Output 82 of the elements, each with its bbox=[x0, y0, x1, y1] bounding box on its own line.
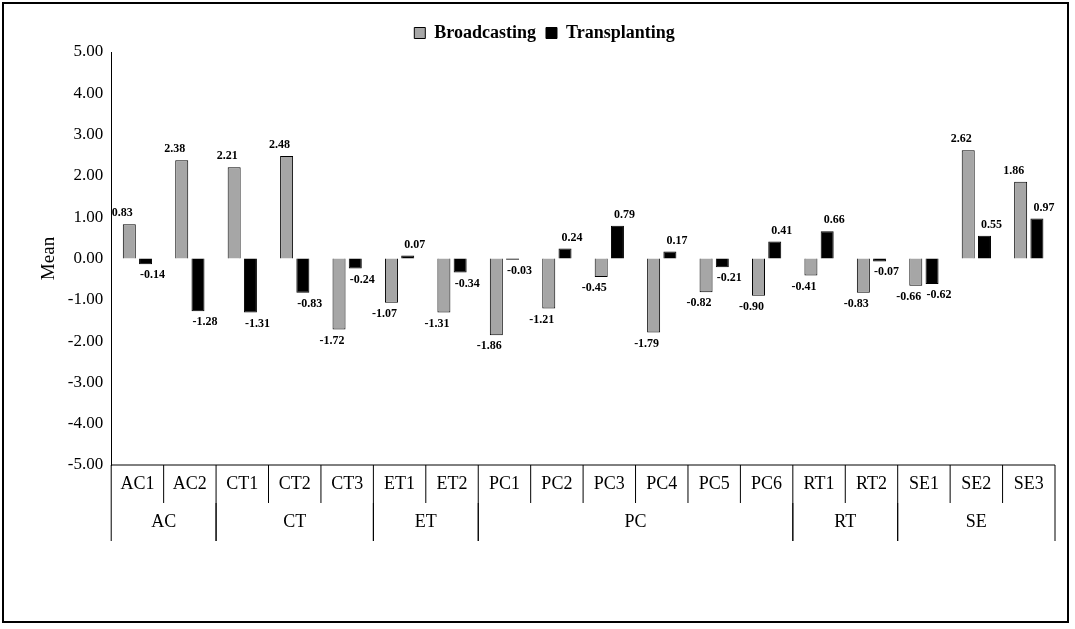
data-label: -0.34 bbox=[454, 275, 480, 290]
text: CT bbox=[283, 510, 307, 531]
legend-label: Broadcasting bbox=[434, 21, 536, 42]
data-label: -1.86 bbox=[476, 338, 502, 353]
data-label: -1.28 bbox=[192, 314, 218, 329]
data-label: -0.24 bbox=[349, 271, 375, 286]
data-label: 2.48 bbox=[269, 137, 291, 152]
data-label: -0.21 bbox=[716, 270, 742, 285]
data-label: -0.62 bbox=[926, 287, 952, 302]
bar bbox=[191, 258, 205, 312]
bar bbox=[296, 258, 310, 293]
text: RT bbox=[834, 510, 857, 531]
x-tick-label: SE1 bbox=[908, 472, 939, 493]
data-label: -0.14 bbox=[140, 267, 166, 282]
bar bbox=[925, 258, 939, 285]
data-label: -1.31 bbox=[244, 315, 270, 330]
y-tick-label: 4.00 bbox=[73, 82, 104, 102]
y-tick-label: -2.00 bbox=[67, 330, 104, 350]
data-label: -0.45 bbox=[581, 280, 607, 295]
y-tick-label: 1.00 bbox=[73, 206, 104, 226]
text: ET bbox=[414, 510, 437, 531]
data-label: 0.66 bbox=[823, 212, 845, 227]
data-label: -0.83 bbox=[843, 295, 869, 310]
data-label: -0.07 bbox=[874, 264, 900, 279]
x-tick-label: SE2 bbox=[961, 472, 992, 493]
data-label: 0.24 bbox=[561, 229, 583, 244]
y-tick-label: -5.00 bbox=[67, 454, 104, 474]
data-label: 0.17 bbox=[666, 232, 688, 247]
x-tick-label: CT3 bbox=[331, 472, 364, 493]
data-label: -1.31 bbox=[424, 315, 450, 330]
x-tick-label: PC1 bbox=[488, 472, 520, 493]
x-tick-label: ET2 bbox=[436, 472, 468, 493]
legend-label: Transplanting bbox=[565, 21, 675, 42]
x-tick-label: PC4 bbox=[646, 472, 678, 493]
data-label: 0.79 bbox=[613, 206, 635, 221]
data-label: 0.55 bbox=[980, 216, 1002, 231]
text: AC bbox=[151, 510, 177, 531]
x-tick-label: PC5 bbox=[698, 472, 730, 493]
x-tick-label: PC3 bbox=[593, 472, 625, 493]
data-label: 0.07 bbox=[404, 236, 426, 251]
data-label: -0.66 bbox=[896, 288, 922, 303]
data-label: 0.97 bbox=[1033, 199, 1055, 214]
x-tick-label: CT1 bbox=[226, 472, 259, 493]
data-label: -1.21 bbox=[529, 311, 555, 326]
y-tick-label: -4.00 bbox=[67, 413, 104, 433]
data-label: -0.83 bbox=[297, 295, 323, 310]
data-label: -1.72 bbox=[319, 332, 345, 347]
y-tick-label: 3.00 bbox=[73, 124, 104, 144]
bar bbox=[820, 231, 834, 259]
bar bbox=[1030, 218, 1044, 259]
data-label: 0.83 bbox=[111, 205, 133, 220]
data-label: -0.82 bbox=[686, 295, 712, 310]
x-tick-label: PC6 bbox=[751, 472, 783, 493]
x-tick-label: CT2 bbox=[278, 472, 311, 493]
data-label: -0.41 bbox=[791, 278, 817, 293]
data-label: -0.03 bbox=[507, 262, 533, 277]
y-tick-label: 2.00 bbox=[73, 165, 104, 185]
x-tick-label: PC2 bbox=[541, 472, 573, 493]
bar bbox=[610, 225, 624, 259]
data-label: 1.86 bbox=[1003, 162, 1025, 177]
x-tick-label: ET1 bbox=[384, 472, 416, 493]
data-label: 0.41 bbox=[771, 222, 793, 237]
data-label: -1.79 bbox=[634, 335, 660, 350]
x-tick-label: RT2 bbox=[856, 472, 887, 493]
bar bbox=[977, 235, 991, 259]
y-tick-label: 0.00 bbox=[73, 247, 104, 267]
y-tick-label: 5.00 bbox=[73, 41, 104, 61]
text: SE bbox=[965, 510, 987, 531]
y-tick-label: -3.00 bbox=[67, 371, 104, 391]
y-tick-label: -1.00 bbox=[67, 289, 104, 309]
x-tick-label: SE3 bbox=[1013, 472, 1044, 493]
x-tick-label: RT1 bbox=[803, 472, 835, 493]
data-label: 2.21 bbox=[216, 148, 238, 163]
bar bbox=[663, 251, 677, 259]
data-label: -0.90 bbox=[738, 298, 764, 313]
y-axis-title: Mean bbox=[37, 236, 59, 281]
data-label: -1.07 bbox=[371, 305, 397, 320]
data-label: 2.38 bbox=[164, 141, 186, 156]
data-label: 2.62 bbox=[950, 131, 972, 146]
x-tick-label: AC2 bbox=[172, 472, 207, 493]
x-tick-label: AC1 bbox=[120, 472, 155, 493]
text: PC bbox=[624, 510, 647, 531]
